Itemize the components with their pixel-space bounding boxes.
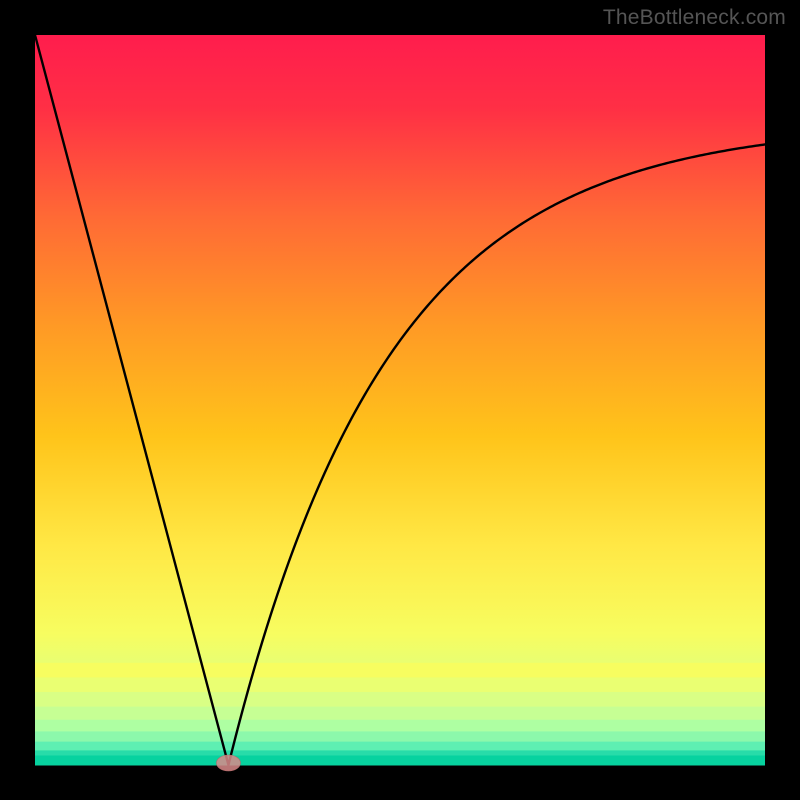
chart-stage: TheBottleneck.com [0,0,800,800]
optimum-marker [216,755,240,771]
bottleneck-curve-chart [0,0,800,800]
watermark-text: TheBottleneck.com [603,6,786,30]
